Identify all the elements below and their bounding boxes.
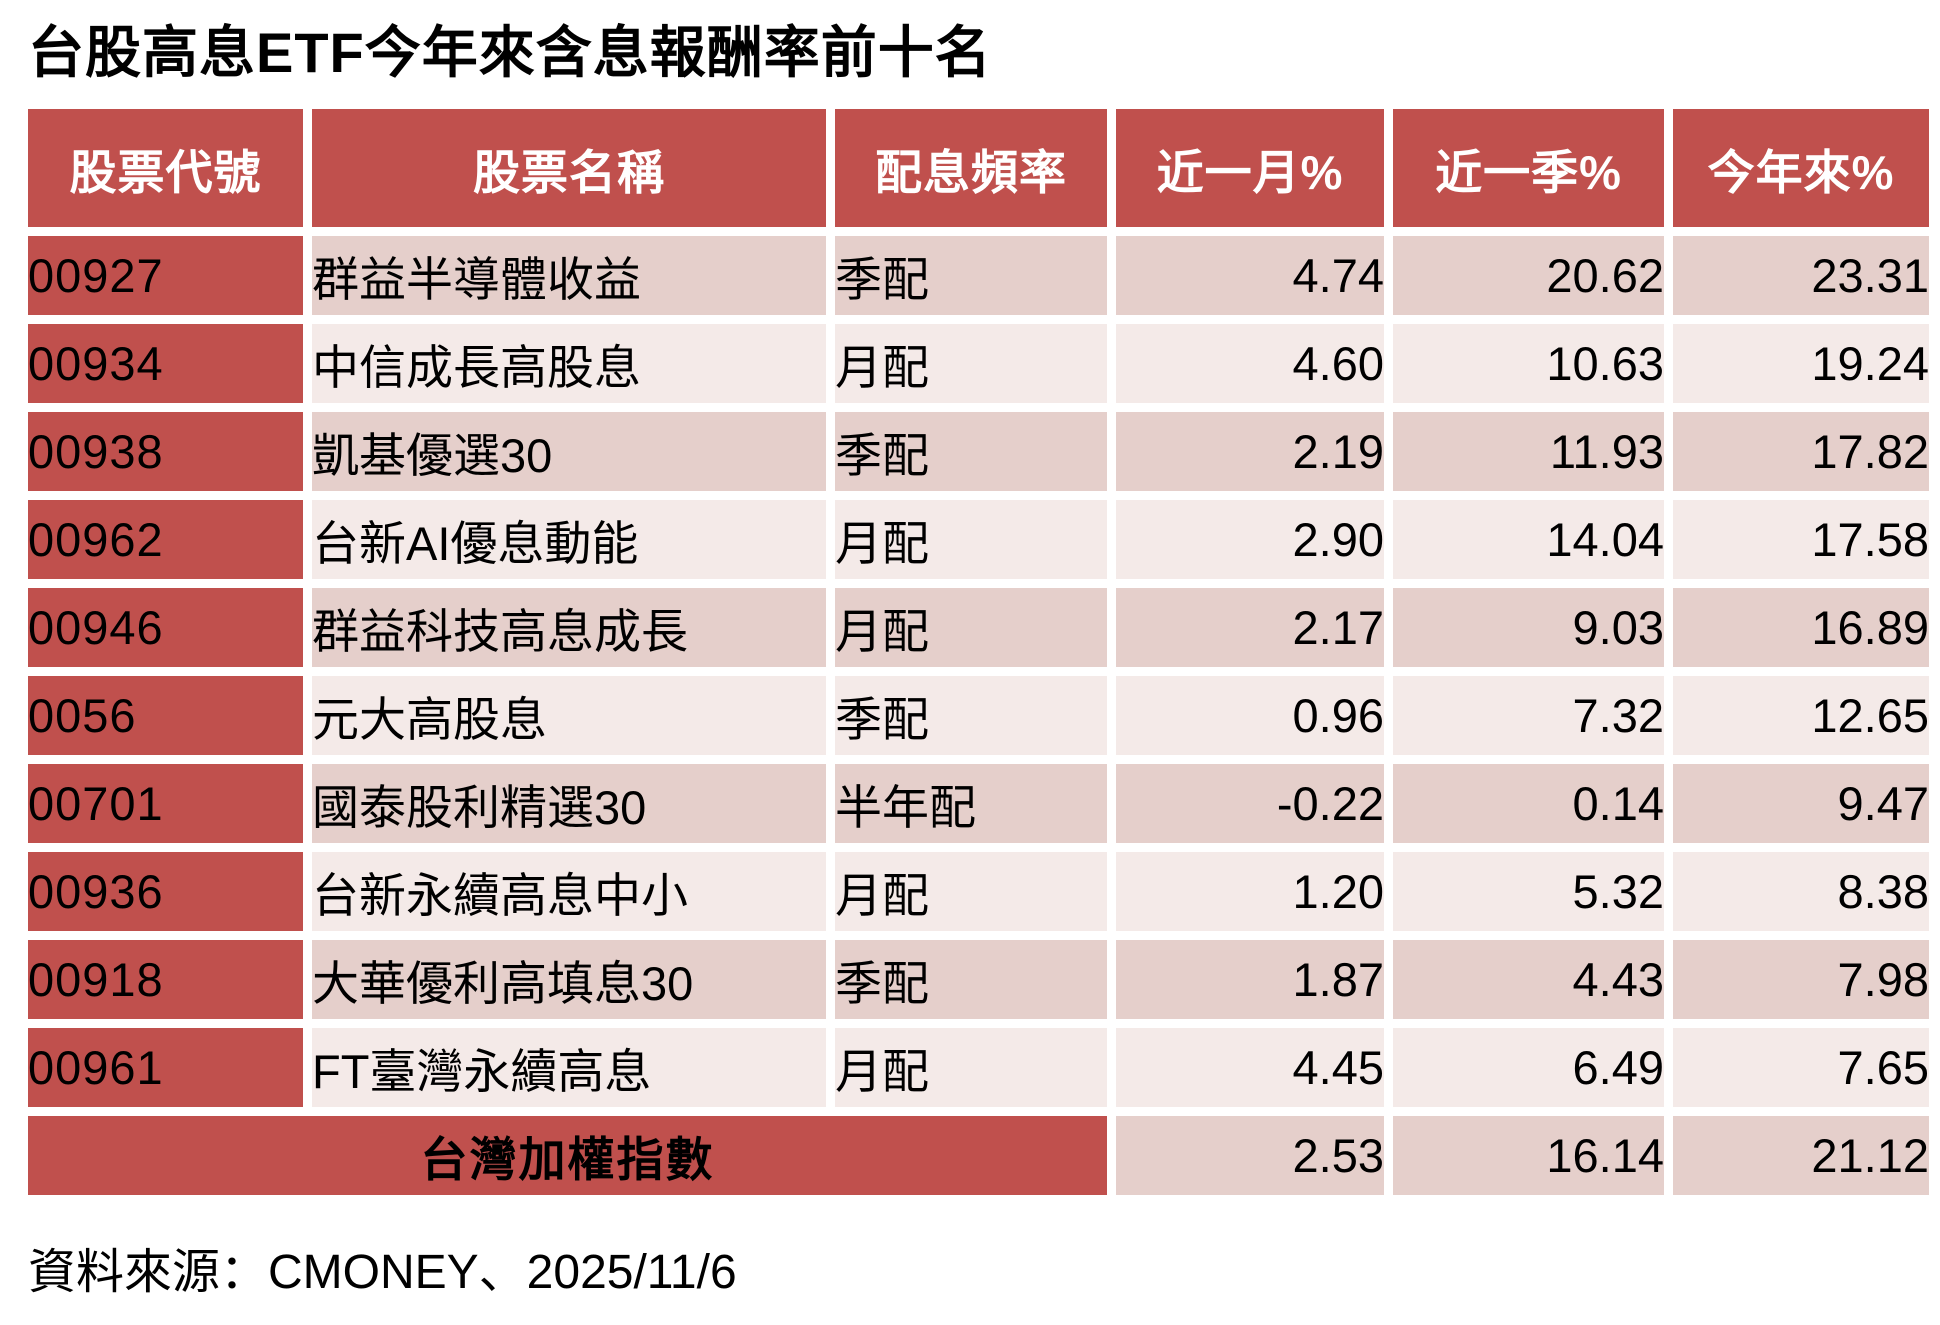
header-one-quarter: 近一季% bbox=[1393, 109, 1664, 227]
one-month-cell: 1.87 bbox=[1116, 940, 1384, 1019]
name-cell: 大華優利高填息30 bbox=[312, 940, 826, 1019]
one-quarter-cell: 0.14 bbox=[1393, 764, 1664, 843]
name-cell: 中信成長高股息 bbox=[312, 324, 826, 403]
benchmark-label-cell: 台灣加權指數 bbox=[28, 1116, 1107, 1195]
etf-table-container: 股票代號 股票名稱 配息頻率 近一月% 近一季% 今年來% 00927 群益半導體… bbox=[19, 100, 1938, 1204]
table-row: 00934 中信成長高股息 月配 4.60 10.63 19.24 bbox=[28, 324, 1929, 403]
code-cell: 00962 bbox=[28, 500, 303, 579]
ytd-cell: 16.89 bbox=[1673, 588, 1929, 667]
ytd-cell: 7.98 bbox=[1673, 940, 1929, 1019]
data-source-caption: 資料來源：CMONEY、2025/11/6 bbox=[28, 1246, 737, 1299]
one-quarter-cell: 7.32 bbox=[1393, 676, 1664, 755]
header-year-to-date: 今年來% bbox=[1673, 109, 1929, 227]
name-cell: 凱基優選30 bbox=[312, 412, 826, 491]
frequency-cell: 半年配 bbox=[835, 764, 1107, 843]
ytd-cell: 12.65 bbox=[1673, 676, 1929, 755]
one-month-cell: 4.74 bbox=[1116, 236, 1384, 315]
one-month-cell: -0.22 bbox=[1116, 764, 1384, 843]
frequency-cell: 季配 bbox=[835, 236, 1107, 315]
frequency-cell: 月配 bbox=[835, 500, 1107, 579]
one-month-cell: 2.90 bbox=[1116, 500, 1384, 579]
header-stock-name: 股票名稱 bbox=[312, 109, 826, 227]
header-dividend-freq: 配息頻率 bbox=[835, 109, 1107, 227]
code-cell: 00961 bbox=[28, 1028, 303, 1107]
one-month-cell: 0.96 bbox=[1116, 676, 1384, 755]
ytd-cell: 17.82 bbox=[1673, 412, 1929, 491]
one-month-cell: 2.17 bbox=[1116, 588, 1384, 667]
table-header: 股票代號 股票名稱 配息頻率 近一月% 近一季% 今年來% bbox=[28, 109, 1929, 227]
code-cell: 00701 bbox=[28, 764, 303, 843]
name-cell: 台新永續高息中小 bbox=[312, 852, 826, 931]
one-month-cell: 4.60 bbox=[1116, 324, 1384, 403]
ytd-cell: 7.65 bbox=[1673, 1028, 1929, 1107]
ytd-cell: 9.47 bbox=[1673, 764, 1929, 843]
code-cell: 00918 bbox=[28, 940, 303, 1019]
code-cell: 00936 bbox=[28, 852, 303, 931]
table-row: 00701 國泰股利精選30 半年配 -0.22 0.14 9.47 bbox=[28, 764, 1929, 843]
ytd-cell: 17.58 bbox=[1673, 500, 1929, 579]
index-benchmark-row: 台灣加權指數 2.53 16.14 21.12 bbox=[28, 1116, 1929, 1195]
table-row: 00961 FT臺灣永續高息 月配 4.45 6.49 7.65 bbox=[28, 1028, 1929, 1107]
page-title: 台股高息ETF今年來含息報酬率前十名 bbox=[28, 21, 992, 84]
name-cell: 元大高股息 bbox=[312, 676, 826, 755]
one-month-cell: 1.20 bbox=[1116, 852, 1384, 931]
table-row: 00962 台新AI優息動能 月配 2.90 14.04 17.58 bbox=[28, 500, 1929, 579]
frequency-cell: 季配 bbox=[835, 940, 1107, 1019]
one-month-cell: 2.19 bbox=[1116, 412, 1384, 491]
name-cell: FT臺灣永續高息 bbox=[312, 1028, 826, 1107]
header-row: 股票代號 股票名稱 配息頻率 近一月% 近一季% 今年來% bbox=[28, 109, 1929, 227]
header-stock-code: 股票代號 bbox=[28, 109, 303, 227]
code-cell: 00938 bbox=[28, 412, 303, 491]
table-row: 00927 群益半導體收益 季配 4.74 20.62 23.31 bbox=[28, 236, 1929, 315]
frequency-cell: 季配 bbox=[835, 412, 1107, 491]
etf-table-body: 00927 群益半導體收益 季配 4.74 20.62 23.31 00934 中信成長高股息… bbox=[28, 236, 1929, 1107]
one-quarter-cell: 5.32 bbox=[1393, 852, 1664, 931]
frequency-cell: 月配 bbox=[835, 588, 1107, 667]
ytd-cell: 8.38 bbox=[1673, 852, 1929, 931]
benchmark-ytd-cell: 21.12 bbox=[1673, 1116, 1929, 1195]
table-row: 0056 元大高股息 季配 0.96 7.32 12.65 bbox=[28, 676, 1929, 755]
name-cell: 台新AI優息動能 bbox=[312, 500, 826, 579]
code-cell: 0056 bbox=[28, 676, 303, 755]
header-one-month: 近一月% bbox=[1116, 109, 1384, 227]
benchmark-one-quarter-cell: 16.14 bbox=[1393, 1116, 1664, 1195]
one-quarter-cell: 10.63 bbox=[1393, 324, 1664, 403]
one-quarter-cell: 6.49 bbox=[1393, 1028, 1664, 1107]
frequency-cell: 月配 bbox=[835, 852, 1107, 931]
one-quarter-cell: 4.43 bbox=[1393, 940, 1664, 1019]
one-quarter-cell: 11.93 bbox=[1393, 412, 1664, 491]
one-quarter-cell: 20.62 bbox=[1393, 236, 1664, 315]
table-footer: 台灣加權指數 2.53 16.14 21.12 bbox=[28, 1116, 1929, 1195]
one-month-cell: 4.45 bbox=[1116, 1028, 1384, 1107]
name-cell: 群益科技高息成長 bbox=[312, 588, 826, 667]
table-row: 00946 群益科技高息成長 月配 2.17 9.03 16.89 bbox=[28, 588, 1929, 667]
ytd-cell: 19.24 bbox=[1673, 324, 1929, 403]
frequency-cell: 季配 bbox=[835, 676, 1107, 755]
table-row: 00938 凱基優選30 季配 2.19 11.93 17.82 bbox=[28, 412, 1929, 491]
code-cell: 00946 bbox=[28, 588, 303, 667]
code-cell: 00927 bbox=[28, 236, 303, 315]
code-cell: 00934 bbox=[28, 324, 303, 403]
frequency-cell: 月配 bbox=[835, 324, 1107, 403]
table-row: 00936 台新永續高息中小 月配 1.20 5.32 8.38 bbox=[28, 852, 1929, 931]
name-cell: 國泰股利精選30 bbox=[312, 764, 826, 843]
etf-return-table: 股票代號 股票名稱 配息頻率 近一月% 近一季% 今年來% 00927 群益半導體… bbox=[19, 100, 1938, 1204]
ytd-cell: 23.31 bbox=[1673, 236, 1929, 315]
one-quarter-cell: 9.03 bbox=[1393, 588, 1664, 667]
one-quarter-cell: 14.04 bbox=[1393, 500, 1664, 579]
name-cell: 群益半導體收益 bbox=[312, 236, 826, 315]
frequency-cell: 月配 bbox=[835, 1028, 1107, 1107]
benchmark-one-month-cell: 2.53 bbox=[1116, 1116, 1384, 1195]
table-row: 00918 大華優利高填息30 季配 1.87 4.43 7.98 bbox=[28, 940, 1929, 1019]
